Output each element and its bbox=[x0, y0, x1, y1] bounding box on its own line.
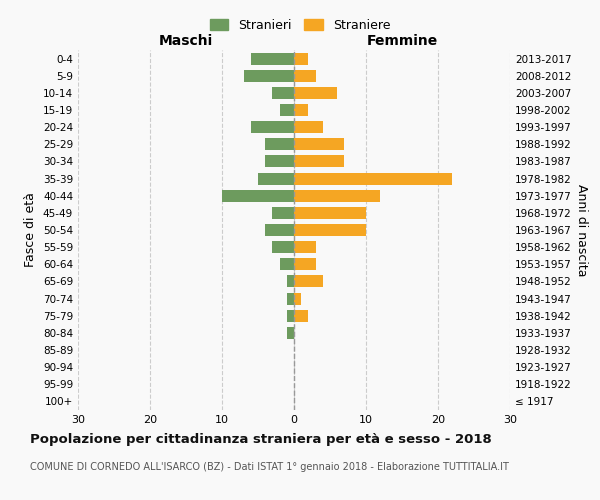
Bar bbox=[287, 276, 294, 287]
Bar bbox=[272, 207, 294, 219]
Bar bbox=[294, 138, 344, 150]
Bar bbox=[294, 156, 344, 168]
Bar bbox=[287, 310, 294, 322]
Bar bbox=[294, 70, 316, 82]
Text: Femmine: Femmine bbox=[367, 34, 437, 48]
Bar bbox=[294, 276, 323, 287]
Bar bbox=[294, 241, 316, 253]
Bar bbox=[294, 292, 301, 304]
Bar bbox=[280, 104, 294, 116]
Bar bbox=[272, 241, 294, 253]
Bar bbox=[287, 292, 294, 304]
Bar bbox=[294, 172, 452, 184]
Bar bbox=[258, 172, 294, 184]
Y-axis label: Fasce di età: Fasce di età bbox=[25, 192, 37, 268]
Legend: Stranieri, Straniere: Stranieri, Straniere bbox=[205, 14, 395, 37]
Bar bbox=[294, 207, 366, 219]
Y-axis label: Anni di nascita: Anni di nascita bbox=[575, 184, 588, 276]
Bar bbox=[265, 156, 294, 168]
Bar bbox=[280, 258, 294, 270]
Bar bbox=[294, 104, 308, 116]
Bar bbox=[294, 87, 337, 99]
Bar bbox=[287, 327, 294, 339]
Bar bbox=[294, 258, 316, 270]
Bar bbox=[294, 121, 323, 133]
Bar bbox=[265, 224, 294, 236]
Bar bbox=[294, 190, 380, 202]
Text: Maschi: Maschi bbox=[159, 34, 213, 48]
Bar bbox=[265, 138, 294, 150]
Bar bbox=[272, 87, 294, 99]
Bar bbox=[294, 310, 308, 322]
Text: COMUNE DI CORNEDO ALL'ISARCO (BZ) - Dati ISTAT 1° gennaio 2018 - Elaborazione TU: COMUNE DI CORNEDO ALL'ISARCO (BZ) - Dati… bbox=[30, 462, 509, 472]
Bar bbox=[251, 52, 294, 64]
Bar bbox=[294, 52, 308, 64]
Bar bbox=[222, 190, 294, 202]
Bar bbox=[251, 121, 294, 133]
Bar bbox=[244, 70, 294, 82]
Bar bbox=[294, 224, 366, 236]
Text: Popolazione per cittadinanza straniera per età e sesso - 2018: Popolazione per cittadinanza straniera p… bbox=[30, 432, 492, 446]
